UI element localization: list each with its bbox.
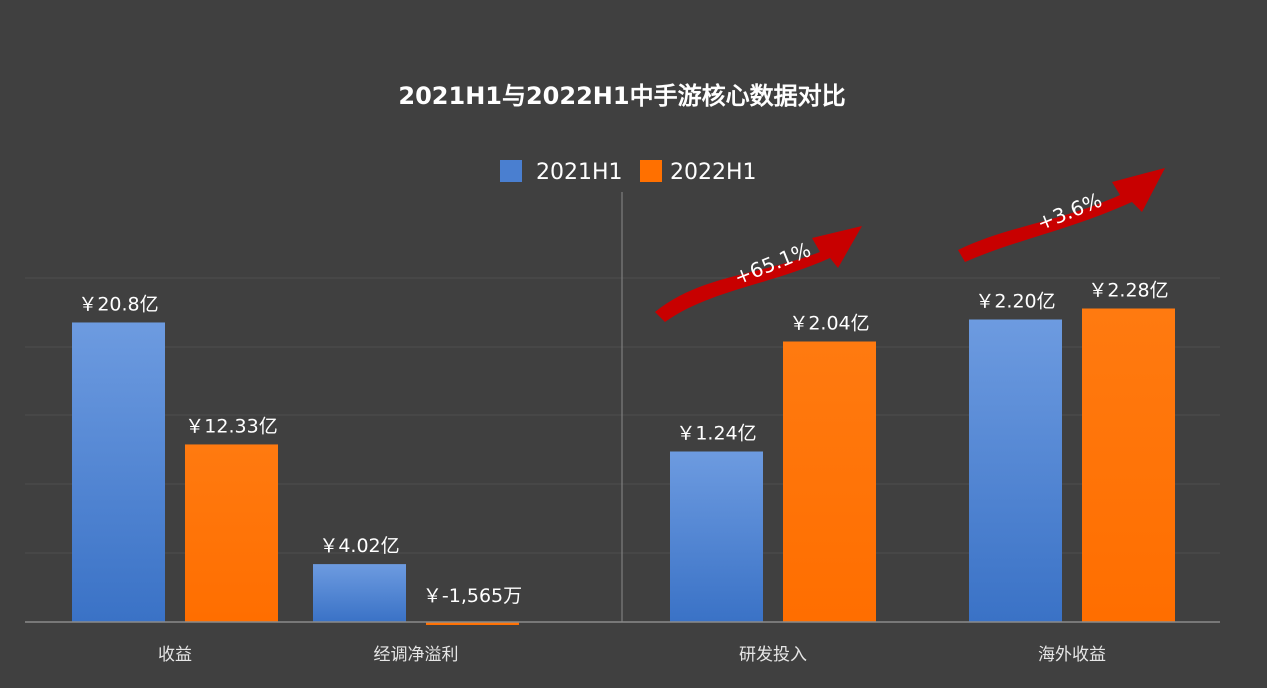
category-label: 收益 (158, 645, 192, 665)
bar-2022h1-3 (1082, 308, 1175, 622)
growth-arrow-rd: +65.1% (655, 226, 862, 322)
annotation-rd: +65.1% (731, 237, 814, 289)
arrow-icon (655, 226, 862, 322)
legend-label-2022h1: 2022H1 (670, 160, 757, 185)
category-label: 经调净溢利 (374, 645, 459, 665)
bar-2022h1-2 (783, 341, 876, 622)
data-label: ￥4.02亿 (319, 535, 399, 557)
data-label: ￥20.8亿 (78, 293, 158, 315)
annotation-overseas: +3.6% (1034, 188, 1106, 236)
bar-2021h1-3 (969, 319, 1062, 622)
data-label: ￥2.20亿 (975, 291, 1055, 313)
arrow-icon (958, 168, 1165, 262)
data-label: ￥-1,565万 (423, 585, 522, 607)
category-label: 研发投入 (739, 645, 807, 665)
category-label: 海外收益 (1038, 645, 1106, 665)
growth-arrow-overseas: +3.6% (958, 168, 1165, 262)
legend: 2021H1 2022H1 (500, 160, 757, 185)
data-label: ￥2.04亿 (789, 313, 869, 335)
bar-2021h1-2 (670, 451, 763, 622)
legend-swatch-2022h1 (640, 160, 662, 182)
category-labels: 收益 经调净溢利 研发投入 海外收益 (158, 645, 1106, 665)
bar-2021h1-0 (72, 322, 165, 622)
data-label: ￥1.24亿 (676, 423, 756, 445)
bars: ￥20.8亿 ￥12.33亿 ￥4.02亿 ￥-1,565万 ￥1.24亿 ￥2.04亿 ￥… (72, 280, 1175, 625)
data-label: ￥12.33亿 (185, 415, 277, 437)
legend-label-2021h1: 2021H1 (536, 160, 623, 185)
legend-swatch-2021h1 (500, 160, 522, 182)
bar-2022h1-1 (426, 622, 519, 625)
bar-2022h1-0 (185, 444, 278, 622)
data-label: ￥2.28亿 (1088, 280, 1168, 302)
chart-title: 2021H1与2022H1中手游核心数据对比 (398, 82, 845, 110)
bar-2021h1-1 (313, 564, 406, 622)
